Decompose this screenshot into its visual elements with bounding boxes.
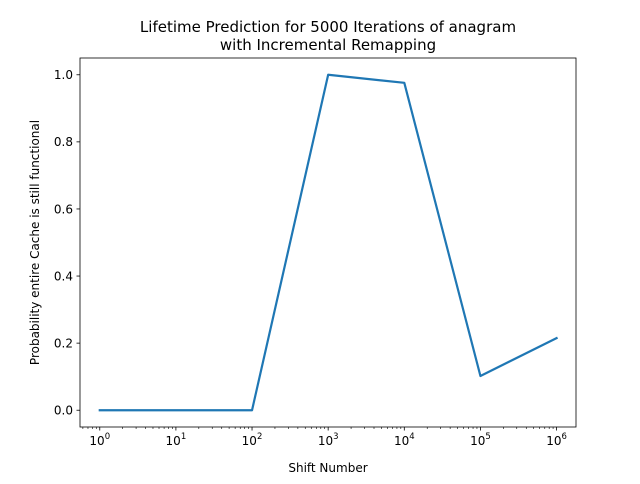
x-tick-label: 102 (242, 432, 263, 448)
series-line-0 (98, 73, 559, 412)
axis-ticks: 100 101 102 103 104 105 106 0.0 0.2 0.4 0.6 0.8 1.0 (54, 68, 567, 448)
y-tick-label: 0.2 (54, 336, 73, 350)
x-tick-label: 105 (470, 432, 491, 448)
chart-title-line-2: with Incremental Remapping (220, 36, 436, 54)
x-tick-label: 104 (394, 432, 415, 448)
y-tick-label: 0.8 (54, 135, 73, 149)
y-tick-label: 0.0 (54, 404, 73, 418)
y-axis-label: Probability entire Cache is still functi… (28, 120, 42, 365)
chart-title-line-1: Lifetime Prediction for 5000 Iterations … (140, 18, 516, 36)
y-tick-label: 1.0 (54, 68, 73, 82)
plot-area-frame (79, 57, 577, 428)
x-tick-label: 103 (318, 432, 339, 448)
series-layer (98, 73, 559, 412)
y-tick-label: 0.4 (54, 269, 73, 283)
x-tick-label: 106 (546, 432, 567, 448)
x-tick-label: 100 (89, 432, 110, 448)
x-tick-label: 101 (166, 432, 187, 448)
y-tick-label: 0.6 (54, 202, 73, 216)
x-axis-label: Shift Number (288, 461, 367, 475)
